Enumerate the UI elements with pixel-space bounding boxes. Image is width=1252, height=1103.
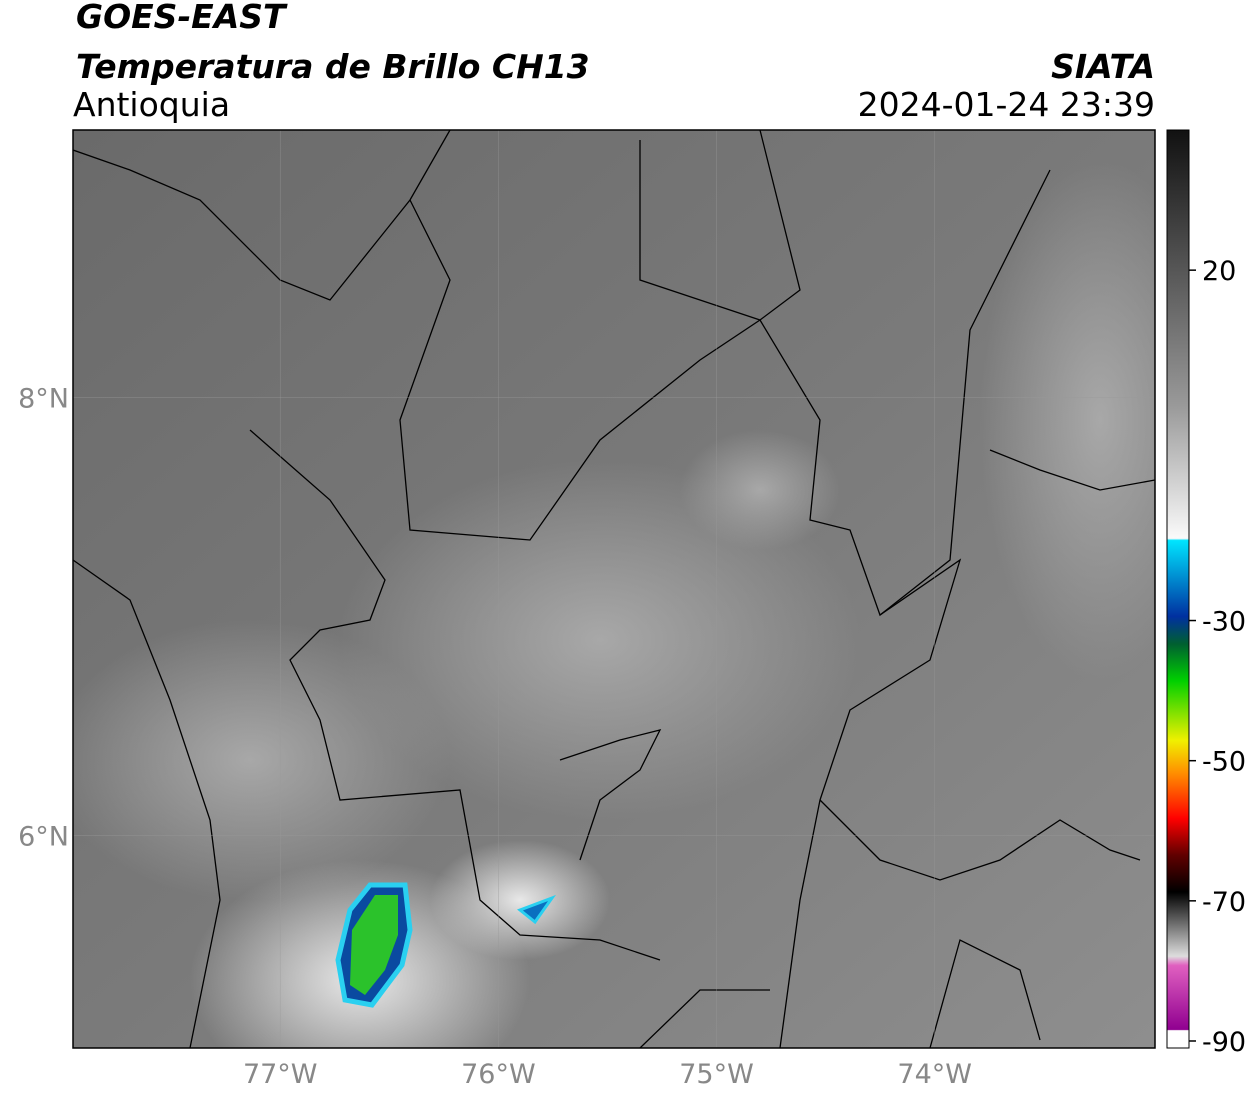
subtitle: Temperatura de Brillo CH13: [76, 47, 590, 86]
lat-tick-label: 6°N: [18, 821, 69, 852]
lon-tick-label: 77°W: [243, 1059, 318, 1090]
map-frame: [72, 129, 1156, 1049]
colorbar-tick-label: -30: [1202, 607, 1246, 638]
colorbar: [1166, 129, 1190, 1049]
colorbar-tick-label: -70: [1202, 887, 1246, 918]
lon-tick-label: 76°W: [461, 1059, 536, 1090]
title: GOES-EAST: [76, 0, 288, 36]
source: SIATA: [1051, 47, 1155, 86]
colorbar-tick-label: -50: [1202, 747, 1246, 778]
colorbar-tick-label: -90: [1202, 1027, 1246, 1058]
lon-tick-label: 75°W: [679, 1059, 754, 1090]
map-image: [73, 130, 1155, 1048]
colorbar-tick-label: 20: [1202, 256, 1236, 287]
lon-tick-label: 74°W: [897, 1059, 972, 1090]
lat-tick-label: 8°N: [18, 383, 69, 414]
region: Antioquia: [73, 85, 230, 124]
datetime: 2024-01-24 23:39: [858, 85, 1155, 124]
